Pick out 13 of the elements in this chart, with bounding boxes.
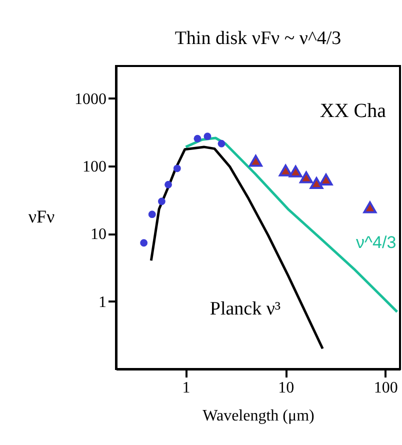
y-tick-label: 1000: [74, 90, 106, 108]
series-label: Planck ν³: [210, 298, 281, 320]
series-label: ν^4/3: [356, 233, 396, 252]
chart-title: Thin disk νFν ~ ν^4/3: [174, 28, 342, 49]
x-tick-label: 1: [182, 380, 190, 396]
y-axis-title: νFν: [28, 206, 55, 226]
y-tick-label: 1: [98, 294, 106, 311]
x-tick-label: 100: [374, 380, 398, 396]
x-axis-title: Wavelength (μm): [202, 408, 314, 424]
annotation: XX Cha: [320, 100, 386, 122]
y-tick-label: 100: [82, 158, 106, 176]
y-tick-label: 10: [90, 226, 106, 244]
x-tick-label: 10: [278, 380, 294, 396]
